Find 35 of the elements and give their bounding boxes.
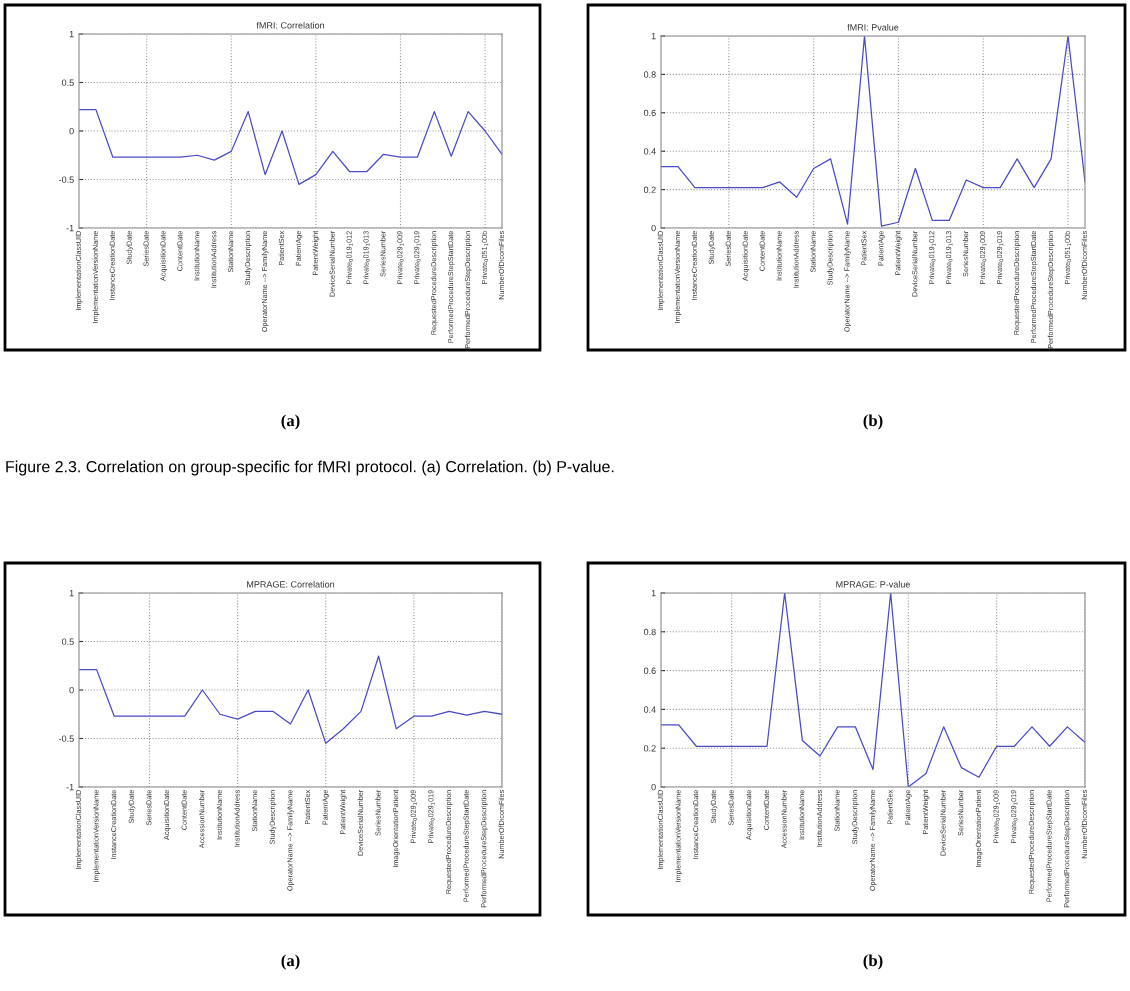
- chart-title: MPRAGE: P-value: [836, 580, 910, 588]
- y-tick-label: 0.6: [643, 667, 656, 674]
- y-tick-label: 0: [69, 686, 74, 694]
- y-tick-label: 0.4: [643, 706, 656, 713]
- y-tick-label: 1: [651, 33, 656, 40]
- chart-title: fMRI: Pvalue: [847, 23, 899, 31]
- y-tick-label: 0.5: [61, 638, 74, 645]
- y-tick-label: 0.2: [643, 186, 656, 193]
- y-tick-label: -0.5: [58, 176, 74, 183]
- y-tick-label: 0.6: [643, 109, 656, 117]
- caption: Figure 2.3. Correlation on group-specific for fMRI protocol. (a) Correlation. (b) P-value.: [6, 460, 614, 476]
- text: (a): [281, 954, 300, 970]
- y-tick-label: 0.4: [643, 148, 656, 155]
- y-tick-label: 0.8: [643, 628, 656, 636]
- line-series: [661, 36, 1085, 227]
- y-tick-label: 1: [651, 590, 656, 597]
- y-tick-label: 1: [69, 31, 74, 38]
- y-tick-label: 1: [69, 590, 74, 597]
- y-tick-label: -1: [66, 784, 74, 791]
- chart-title: MPRAGE: Correlation: [247, 580, 335, 588]
- y-tick-label: 0: [651, 224, 656, 232]
- y-tick-label: 0.8: [643, 71, 656, 78]
- text: (b): [863, 414, 883, 430]
- chart-title: fMRI: Correlation: [256, 21, 325, 29]
- line-series: [79, 109, 502, 185]
- text: (a): [281, 414, 300, 430]
- y-tick-label: 0: [69, 127, 74, 135]
- text: (b): [863, 954, 883, 970]
- y-tick-label: 0.5: [61, 79, 74, 86]
- y-tick-label: 0: [651, 783, 656, 791]
- y-tick-label: 0.2: [643, 745, 656, 752]
- y-tick-label: -1: [66, 225, 74, 232]
- line-series: [661, 593, 1085, 787]
- line-series: [79, 655, 502, 744]
- y-tick-label: -0.5: [58, 735, 74, 742]
